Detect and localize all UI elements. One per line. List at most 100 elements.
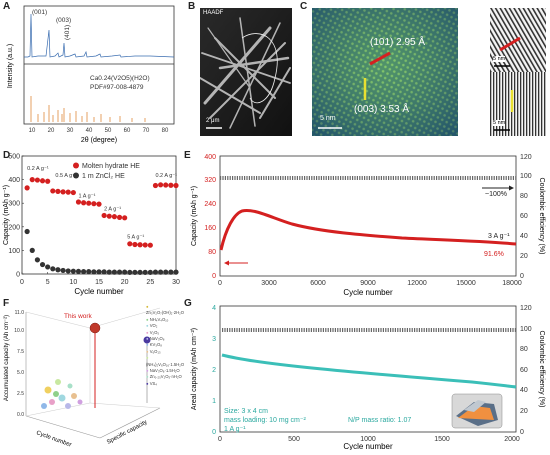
rate-point bbox=[91, 269, 97, 275]
hrtem-scale-label: 5 nm bbox=[320, 115, 336, 122]
rate-xtick: 25 bbox=[146, 279, 154, 286]
rate-point bbox=[34, 177, 41, 183]
comparison-3d-chart: 0.0 2.5 5.0 7.5 10.0 11.0 Accumulated ca… bbox=[4, 307, 161, 449]
rate-point bbox=[50, 266, 56, 272]
cycle-ytick: 160 bbox=[204, 225, 216, 232]
rate-point bbox=[29, 247, 35, 253]
rate-ylabel: Capacity (mAh g⁻¹) bbox=[3, 185, 10, 245]
f-legend: ● Zn₃V₂O₇(OH)₂·2H₂O ● NH₄V₄O₁₀ ● VO₂ ● V… bbox=[146, 304, 184, 387]
xrd-peak-401: (401) bbox=[64, 25, 71, 40]
cycle-xtick: 3000 bbox=[261, 280, 277, 287]
cycle-xtick: 0 bbox=[218, 280, 222, 287]
rate-point bbox=[96, 269, 102, 275]
g-info-rate: 1 A g⁻¹ bbox=[224, 426, 246, 433]
rate-ytick: 100 bbox=[8, 248, 20, 255]
cycle-xlabel: Cycle number bbox=[343, 288, 393, 297]
xrd-peak-003: (003) bbox=[56, 17, 71, 24]
hrtem-image: (101) 2.95 Å (003) 3.53 Å 5 nm bbox=[312, 8, 458, 136]
f-legend-item: ● VO₂ bbox=[146, 323, 158, 329]
rate-point bbox=[142, 242, 148, 248]
f-ztick: 2.5 bbox=[17, 391, 24, 397]
xrd-peak-001: (001) bbox=[32, 9, 47, 16]
rate-legend-marker bbox=[73, 162, 79, 169]
cycle-ylabel: Capacity (mAh g⁻¹) bbox=[191, 186, 198, 246]
rate-legend-label: 1 m ZnCl₂ HE bbox=[82, 173, 125, 180]
xrd-ylabel: Intensity (a.u.) bbox=[7, 44, 14, 88]
f-legend-item: ● (NH₄)₂V₆O₁₆·1.5H₂O bbox=[146, 355, 185, 367]
rate-point bbox=[168, 269, 174, 275]
f-legend-item: ● VS₄ bbox=[146, 380, 157, 386]
rate-point bbox=[122, 269, 128, 275]
cycle-y2tick: 80 bbox=[520, 193, 528, 200]
panel-d-label: D bbox=[3, 150, 11, 161]
rate-point bbox=[127, 269, 133, 275]
rate-point bbox=[152, 182, 159, 189]
rate-point bbox=[147, 242, 153, 248]
cycle-y2label: Coulombic efficiency (%) bbox=[538, 178, 545, 255]
rate-point bbox=[101, 212, 107, 219]
rate-point bbox=[50, 188, 56, 194]
rate-point bbox=[45, 178, 51, 184]
g-ytick: 4 bbox=[212, 305, 216, 312]
g-info-np: N/P mass ratio: 1.07 bbox=[348, 417, 411, 424]
cycle-ytick: 320 bbox=[204, 177, 216, 184]
panel-c-label: C bbox=[300, 1, 308, 12]
rate-step-label: 2 A g⁻¹ bbox=[104, 206, 121, 212]
cycle-ytick: 80 bbox=[208, 249, 216, 256]
rate-point bbox=[96, 201, 102, 207]
g-y2tick: 0 bbox=[520, 429, 524, 436]
this-work-label: This work bbox=[64, 313, 93, 320]
rate-step-label: 1 A g⁻¹ bbox=[78, 193, 95, 199]
panel-g: G 0 1 2 3 4 0 20 40 60 80 100 120 0 500 … bbox=[182, 298, 550, 451]
long-cycling-chart: 0 80 160 240 320 400 0 20 40 60 80 100 1… bbox=[191, 154, 545, 297]
cycle-y2tick: 40 bbox=[520, 233, 528, 240]
hrtem-label-003: (003) 3.53 Å bbox=[354, 104, 410, 115]
cycle-xtick: 12000 bbox=[407, 280, 427, 287]
sem-image: HAADF 2 μm bbox=[200, 8, 292, 136]
f-ztick: 5.0 bbox=[17, 370, 24, 376]
rate-point bbox=[34, 257, 41, 263]
pouch-cell-chart: 0 1 2 3 4 0 20 40 60 80 100 120 0 500 10… bbox=[191, 305, 545, 451]
f-ztick: 0.0 bbox=[17, 412, 24, 418]
f-legend-item: ● KV₃O₈ bbox=[146, 342, 162, 348]
rate-xtick: 5 bbox=[46, 279, 50, 286]
rate-point bbox=[132, 269, 138, 275]
cycle-xtick: 18000 bbox=[502, 280, 522, 287]
rate-point bbox=[106, 213, 112, 219]
rate-xtick: 10 bbox=[69, 279, 77, 286]
rate-point bbox=[86, 269, 92, 275]
cycle-xtick: 6000 bbox=[310, 280, 326, 287]
f-xlabel: Cycle number bbox=[35, 430, 72, 448]
panel-d: D 0 5 10 15 20 25 30 0 100 200 300 400 500 Molten hy… bbox=[0, 148, 180, 298]
rate-point bbox=[163, 269, 169, 275]
rate-point bbox=[142, 269, 148, 275]
g-ytick: 3 bbox=[212, 336, 216, 343]
rate-point bbox=[81, 269, 87, 275]
rate-ytick: 500 bbox=[8, 154, 20, 161]
retention-annotation: 91.6% bbox=[484, 251, 504, 258]
rate-point bbox=[24, 228, 30, 235]
rate-point bbox=[24, 185, 30, 191]
f-ztick: 10.0 bbox=[14, 328, 24, 334]
rate-legend-marker bbox=[73, 172, 79, 179]
rate-step-label: 5 A g⁻¹ bbox=[127, 235, 144, 241]
f-legend-item: ● NH₄V₄O₁₀ bbox=[146, 316, 169, 322]
cycle-ytick: 240 bbox=[204, 201, 216, 208]
panel-g-label: G bbox=[184, 298, 192, 309]
g-xtick: 1000 bbox=[360, 436, 376, 443]
cycle-y2tick: 60 bbox=[520, 213, 528, 220]
cycle-y2tick: 0 bbox=[520, 273, 524, 280]
rate-ytick: 200 bbox=[8, 224, 20, 231]
rate-point bbox=[111, 214, 117, 220]
f-legend-item: ● V₂O₅ bbox=[146, 329, 160, 335]
xrd-xtick: 40 bbox=[86, 128, 93, 134]
rate-point bbox=[55, 267, 61, 273]
xrd-xtick: 70 bbox=[143, 128, 150, 134]
g-xtick: 1500 bbox=[434, 436, 450, 443]
g-capacity-series bbox=[221, 353, 517, 389]
rate-point bbox=[75, 199, 82, 205]
g-xtick: 2000 bbox=[504, 436, 520, 443]
f-legend-item: ● V₆O₁₃ bbox=[146, 348, 161, 354]
g-info-size: Size: 3 x 4 cm bbox=[224, 408, 268, 415]
cycle-ytick: 0 bbox=[212, 273, 216, 280]
